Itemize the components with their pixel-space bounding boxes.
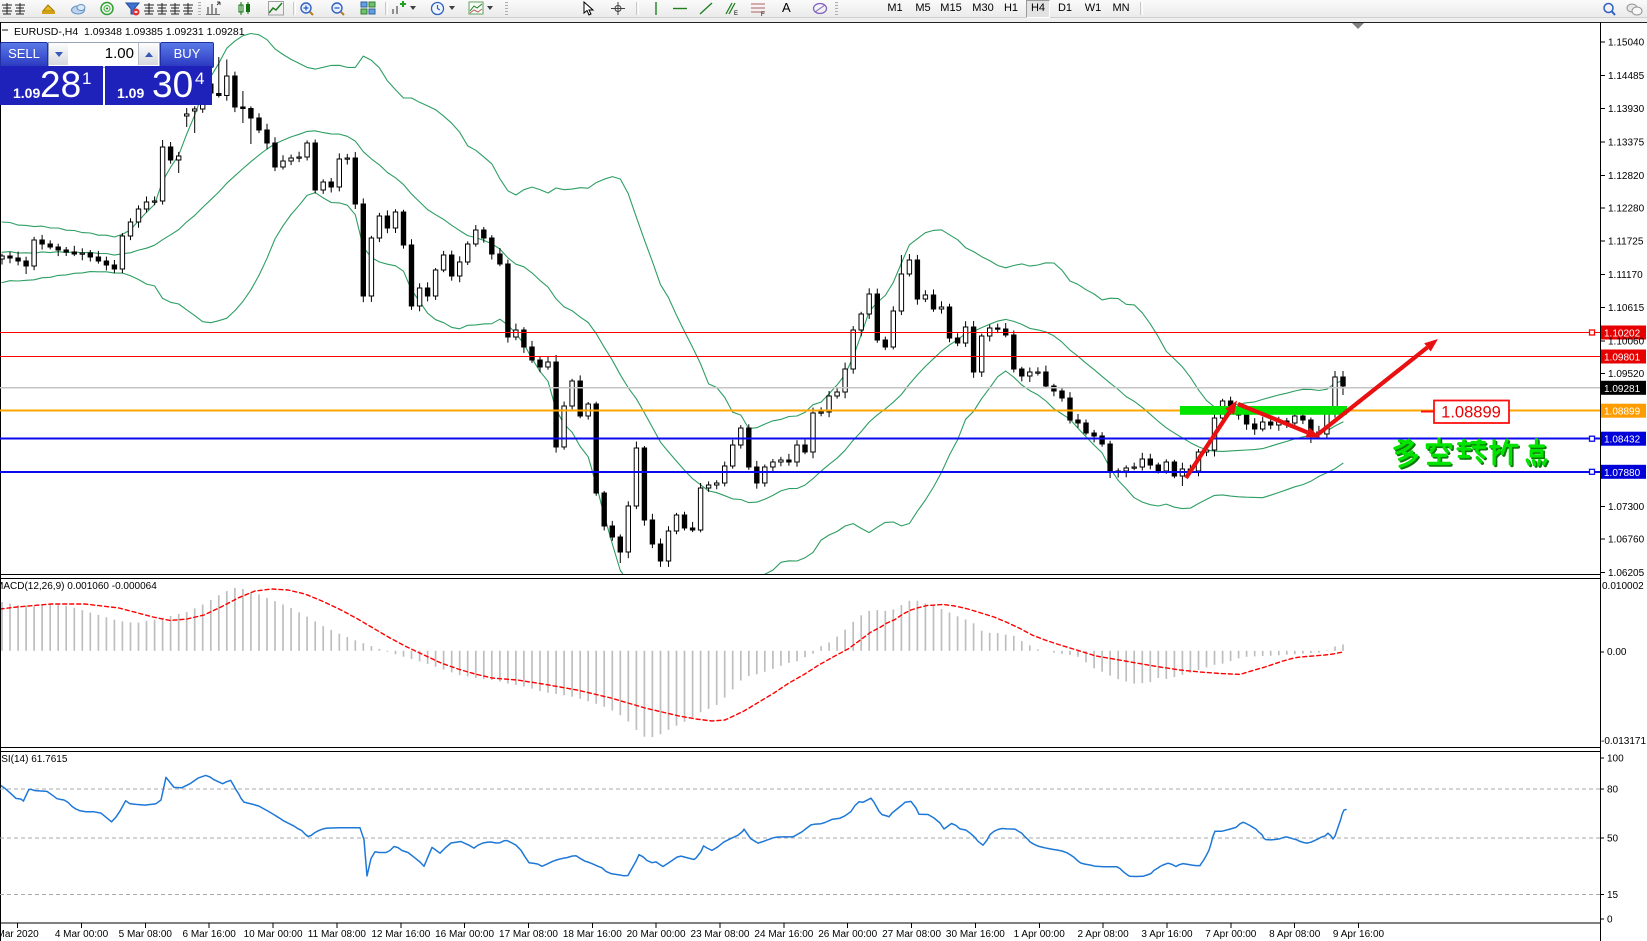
svg-text:0.00: 0.00 (1607, 647, 1627, 658)
svg-text:0: 0 (1607, 915, 1613, 926)
svg-text:20 Mar 00:00: 20 Mar 00:00 (627, 929, 686, 940)
svg-text:23 Mar 08:00: 23 Mar 08:00 (691, 929, 750, 940)
svg-text:4 Mar 00:00: 4 Mar 00:00 (55, 929, 109, 940)
svg-text:2 Apr 08:00: 2 Apr 08:00 (1078, 929, 1130, 940)
svg-text:1.08432: 1.08432 (1604, 435, 1641, 446)
svg-text:12 Mar 16:00: 12 Mar 16:00 (371, 929, 430, 940)
svg-text:1.09281: 1.09281 (1604, 384, 1641, 395)
svg-text:1.07880: 1.07880 (1604, 468, 1641, 479)
svg-text:6 Mar 16:00: 6 Mar 16:00 (183, 929, 237, 940)
svg-text:1.09520: 1.09520 (1608, 369, 1645, 380)
svg-text:7 Apr 00:00: 7 Apr 00:00 (1205, 929, 1257, 940)
svg-text:1.11725: 1.11725 (1608, 237, 1644, 248)
svg-text:1.06760: 1.06760 (1608, 535, 1645, 546)
svg-text:27 Mar 08:00: 27 Mar 08:00 (882, 929, 941, 940)
svg-text:1.14485: 1.14485 (1608, 71, 1645, 82)
svg-text:15: 15 (1607, 890, 1619, 901)
svg-text:1.08899: 1.08899 (1441, 404, 1501, 422)
svg-text:EURUSD-,H4 1.09348 1.09385 1.: EURUSD-,H4 1.09348 1.09385 1.09231 1.092… (14, 26, 245, 38)
svg-text:50: 50 (1607, 833, 1619, 844)
svg-text:1.15040: 1.15040 (1608, 38, 1645, 49)
svg-text:3 Apr 16:00: 3 Apr 16:00 (1141, 929, 1193, 940)
svg-text:1.06205: 1.06205 (1608, 568, 1645, 579)
svg-text:18 Mar 16:00: 18 Mar 16:00 (563, 929, 622, 940)
svg-text:Mar 2020: Mar 2020 (0, 929, 39, 940)
svg-text:1.08899: 1.08899 (1604, 407, 1641, 418)
svg-text:-0.013171: -0.013171 (1601, 736, 1646, 747)
svg-text:MACD(12,26,9) 0.001060 -0.0000: MACD(12,26,9) 0.001060 -0.000064 (0, 581, 157, 592)
svg-text:1.12280: 1.12280 (1608, 203, 1645, 214)
svg-text:80: 80 (1607, 785, 1619, 796)
svg-text:1.10615: 1.10615 (1608, 303, 1645, 314)
svg-text:0.010002: 0.010002 (1602, 581, 1644, 592)
svg-text:5 Mar 08:00: 5 Mar 08:00 (119, 929, 173, 940)
svg-text:16 Mar 00:00: 16 Mar 00:00 (435, 929, 494, 940)
svg-text:RSI(14) 61.7615: RSI(14) 61.7615 (0, 754, 68, 765)
svg-text:9 Apr 16:00: 9 Apr 16:00 (1333, 929, 1385, 940)
svg-text:8 Apr 08:00: 8 Apr 08:00 (1269, 929, 1321, 940)
svg-text:F: F (761, 12, 765, 16)
svg-text:1.09801: 1.09801 (1604, 353, 1641, 364)
svg-text:1.11170: 1.11170 (1608, 270, 1643, 281)
svg-text:1.10202: 1.10202 (1604, 329, 1641, 340)
svg-text:1 Apr 00:00: 1 Apr 00:00 (1014, 929, 1066, 940)
svg-text:24 Mar 16:00: 24 Mar 16:00 (754, 929, 813, 940)
svg-text:1.07300: 1.07300 (1608, 502, 1645, 513)
svg-text:11 Mar 08:00: 11 Mar 08:00 (308, 929, 367, 940)
svg-text:26 Mar 00:00: 26 Mar 00:00 (818, 929, 877, 940)
svg-text:30 Mar 16:00: 30 Mar 16:00 (946, 929, 1005, 940)
svg-text:1.13375: 1.13375 (1608, 138, 1645, 149)
svg-text:17 Mar 08:00: 17 Mar 08:00 (499, 929, 558, 940)
svg-text:10 Mar 00:00: 10 Mar 00:00 (244, 929, 303, 940)
svg-text:E: E (734, 11, 738, 16)
svg-text:1.13930: 1.13930 (1608, 104, 1645, 115)
svg-text:1.10060: 1.10060 (1608, 337, 1645, 348)
svg-text:1.12820: 1.12820 (1608, 171, 1645, 182)
svg-text:100: 100 (1607, 754, 1624, 765)
